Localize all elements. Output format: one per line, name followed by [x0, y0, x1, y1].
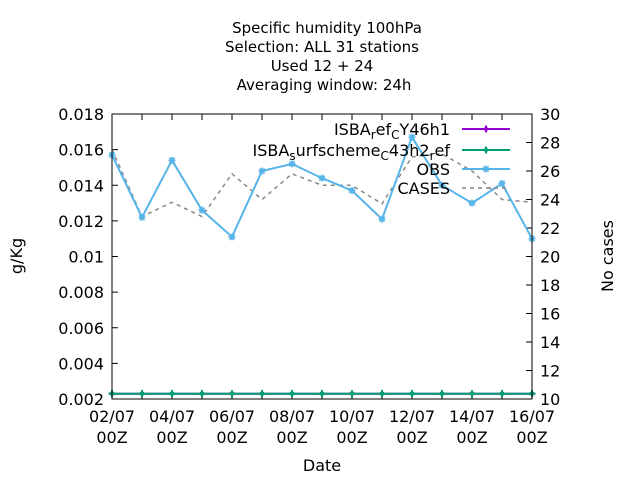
data-point-obs — [258, 167, 266, 175]
data-point-isba_surfscheme_c43h2_ref — [439, 391, 445, 396]
plot-area: 0.002 0.004 0.006 0.008 0.01 0.012 0.014 0.016 0… — [58, 105, 560, 447]
y2-tick-label: 20 — [540, 248, 560, 267]
title-line-1: Specific humidity 100hPa — [232, 19, 422, 37]
x-tick-label-time: 00Z — [456, 428, 487, 447]
data-point-obs — [348, 187, 356, 194]
legend-marker — [483, 126, 489, 132]
data-point-obs — [498, 180, 506, 187]
data-point-isba_surfscheme_c43h2_ref — [259, 391, 265, 396]
y2-tick-label: 24 — [540, 191, 560, 210]
y2-tick-label: 18 — [540, 276, 560, 295]
title-line-3: Used 12 + 24 — [271, 57, 374, 75]
data-point-obs — [288, 160, 296, 168]
y2-tick-label: 10 — [540, 390, 560, 409]
x-tick-label-time: 00Z — [516, 428, 547, 447]
data-point-obs — [378, 215, 386, 223]
data-point-isba_surfscheme_c43h2_ref — [199, 391, 205, 396]
x-tick-label: 02/07 — [89, 407, 135, 426]
data-point-isba_surfscheme_c43h2_ref — [409, 391, 415, 396]
data-point-obs — [438, 182, 446, 189]
y-tick-label: 0.006 — [58, 319, 104, 338]
y2-tick-label: 26 — [540, 162, 560, 181]
y-tick-label: 0.014 — [58, 176, 104, 195]
x-tick-label: 08/07 — [269, 407, 315, 426]
data-point-obs — [138, 214, 146, 221]
x-tick-label-time: 00Z — [396, 428, 427, 447]
data-point-obs — [468, 199, 476, 207]
x-tick-label-time: 00Z — [156, 428, 187, 447]
title-line-2: Selection: ALL 31 stations — [225, 38, 419, 56]
data-point-obs — [318, 174, 326, 182]
data-point-isba_surfscheme_c43h2_ref — [499, 391, 505, 396]
y-tick-label: 0.004 — [58, 354, 104, 373]
legend-label: ISBAsurfschemeC43h2ref — [253, 141, 451, 163]
data-point-isba_surfscheme_c43h2_ref — [469, 391, 475, 396]
y-tick-label: 0.008 — [58, 283, 104, 302]
y2-tick-label: 12 — [540, 362, 560, 381]
legend-label: ISBArefCY46h1 — [334, 120, 450, 142]
data-point-obs — [168, 157, 176, 164]
y-tick-label: 0.002 — [58, 390, 104, 409]
data-point-isba_surfscheme_c43h2_ref — [169, 391, 175, 396]
x-tick-label: 04/07 — [149, 407, 195, 426]
legend-marker — [483, 147, 489, 153]
x-tick-label: 12/07 — [389, 407, 435, 426]
x-tick-label-time: 00Z — [96, 428, 127, 447]
data-point-obs — [228, 233, 236, 241]
x-tick-label: 16/07 — [509, 407, 555, 426]
data-point-isba_surfscheme_c43h2_ref — [139, 391, 145, 396]
y-tick-label: 0.018 — [58, 105, 104, 124]
legend-marker — [482, 165, 490, 173]
data-point-isba_surfscheme_c43h2_ref — [229, 391, 235, 396]
y-axis-label: g/Kg — [7, 238, 26, 274]
legend-label: CASES — [397, 179, 450, 198]
data-point-isba_surfscheme_c43h2_ref — [379, 391, 385, 396]
data-point-obs — [408, 133, 416, 141]
plot-frame — [111, 113, 533, 400]
y2-tick-label: 30 — [540, 105, 560, 124]
y2-tick-label: 14 — [540, 333, 560, 352]
data-point-isba_surfscheme_c43h2_ref — [319, 391, 325, 396]
y-tick-label: 0.01 — [68, 248, 104, 267]
y2-tick-label: 28 — [540, 134, 560, 153]
x-tick-label-time: 00Z — [336, 428, 367, 447]
x-axis-label: Date — [303, 456, 341, 475]
y2-axis-label: No cases — [598, 220, 617, 292]
y-tick-label: 0.016 — [58, 141, 104, 160]
x-tick-label: 14/07 — [449, 407, 495, 426]
chart-title: Specific humidity 100hPa Selection: ALL … — [225, 19, 422, 94]
x-tick-label-time: 00Z — [216, 428, 247, 447]
x-tick-label: 06/07 — [209, 407, 255, 426]
data-point-obs — [198, 207, 206, 214]
y-tick-label: 0.012 — [58, 212, 104, 231]
data-point-isba_surfscheme_c43h2_ref — [349, 391, 355, 396]
y2-tick-label: 16 — [540, 305, 560, 324]
x-tick-label-time: 00Z — [276, 428, 307, 447]
x-tick-label: 10/07 — [329, 407, 375, 426]
title-line-4: Averaging window: 24h — [237, 76, 412, 94]
legend-label: OBS — [417, 160, 450, 179]
y2-tick-label: 22 — [540, 219, 560, 238]
data-point-isba_surfscheme_c43h2_ref — [289, 391, 295, 396]
